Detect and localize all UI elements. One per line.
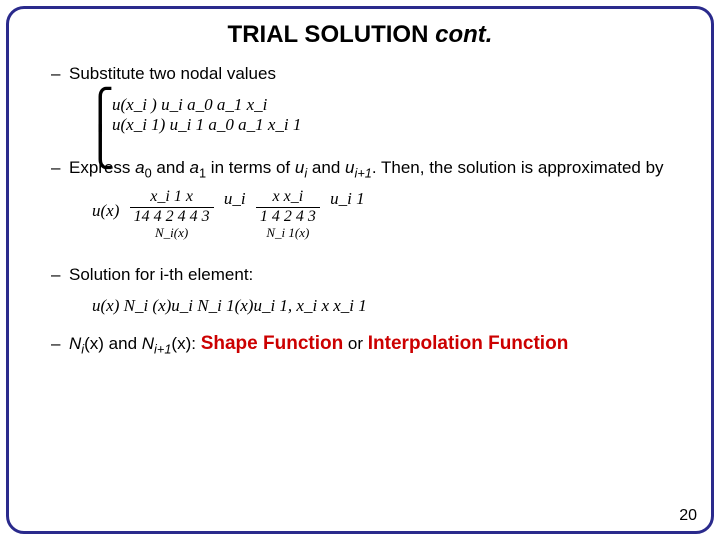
title-main: TRIAL SOLUTION	[228, 21, 436, 48]
equation-2: u(x) x_i 1 x 14 4 2 4 4 3 N_i(x) u_i x x…	[92, 189, 683, 240]
b2-uip-s: i+1	[354, 165, 371, 180]
bullet-3: –Solution for i-th element:	[51, 264, 683, 286]
eq2-frac2-top: x x_i	[256, 189, 320, 208]
dash-icon: –	[51, 333, 69, 355]
b4-Nip-N: N	[142, 334, 154, 353]
left-brace-icon: ⎧⎩	[86, 91, 115, 167]
title-tail: cont.	[435, 21, 492, 48]
b2-mid1: and	[152, 158, 190, 177]
b2-and: and	[307, 158, 345, 177]
dash-icon: –	[51, 63, 69, 85]
dash-icon: –	[51, 157, 69, 179]
eq2-frac2-bot: 1 4 2 4 3	[256, 208, 320, 226]
b2-a0-a: a	[135, 158, 144, 177]
eq2-term1: x_i 1 x 14 4 2 4 4 3 N_i(x)	[126, 189, 218, 240]
dash-icon: –	[51, 264, 69, 286]
eq2-frac1: x_i 1 x 14 4 2 4 4 3	[130, 189, 214, 226]
bullet-3-text: Solution for i-th element:	[69, 265, 253, 284]
b2-post: . Then, the solution is approximated by	[372, 158, 664, 177]
b4-Ni-N: N	[69, 334, 81, 353]
bullet-4: –Ni(x) and Ni+1(x): Shape Function or In…	[51, 332, 683, 357]
eq2-lead: u(x)	[92, 201, 124, 220]
bullet-1: –Substitute two nodal values	[51, 63, 683, 85]
eq2-uip: u_i 1	[330, 189, 364, 208]
slide-frame: TRIAL SOLUTION cont. –Substitute two nod…	[6, 6, 714, 534]
eq1-line1: u(x_i ) u_i a_0 a_1 x_i	[112, 95, 683, 115]
page-title: TRIAL SOLUTION cont.	[37, 21, 683, 49]
b4-and: and	[104, 334, 142, 353]
bullet-1-text: Substitute two nodal values	[69, 64, 276, 83]
eq2-frac2: x x_i 1 4 2 4 3	[256, 189, 320, 226]
eq3-text: u(x) N_i (x)u_i N_i 1(x)u_i 1, x_i x x_i…	[92, 296, 367, 315]
b4-Ni-x: (x)	[84, 334, 104, 353]
eq2-term2: x x_i 1 4 2 4 3 N_i 1(x)	[252, 189, 324, 240]
b4-Nip-s: i+1	[154, 342, 171, 357]
eq1-line2: u(x_i 1) u_i 1 a_0 a_1 x_i 1	[112, 115, 683, 135]
eq2-ui: u_i	[224, 189, 250, 208]
b2-a0-s: 0	[145, 165, 152, 180]
b2-a1-s: 1	[199, 165, 206, 180]
eq2-lab1: N_i(x)	[126, 226, 218, 240]
eq2-frac1-bot: 14 4 2 4 4 3	[130, 208, 214, 226]
b4-or: or	[343, 334, 368, 353]
bullet-2: –Express a0 and a1 in terms of ui and ui…	[51, 157, 683, 179]
shape-function-label: Shape Function	[201, 333, 344, 354]
b2-a1-a: a	[190, 158, 199, 177]
eq2-lab2: N_i 1(x)	[252, 226, 324, 240]
page-number: 20	[679, 507, 697, 525]
equation-1: ⎧⎩ u(x_i ) u_i a_0 a_1 x_i u(x_i 1) u_i …	[92, 95, 683, 137]
interpolation-function-label: Interpolation Function	[368, 333, 569, 354]
b2-ui-u: u	[295, 158, 304, 177]
b4-Nip-x: (x):	[171, 334, 200, 353]
b2-mid2: in terms of	[206, 158, 295, 177]
equation-3: u(x) N_i (x)u_i N_i 1(x)u_i 1, x_i x x_i…	[92, 296, 683, 316]
eq2-frac1-top: x_i 1 x	[130, 189, 214, 208]
